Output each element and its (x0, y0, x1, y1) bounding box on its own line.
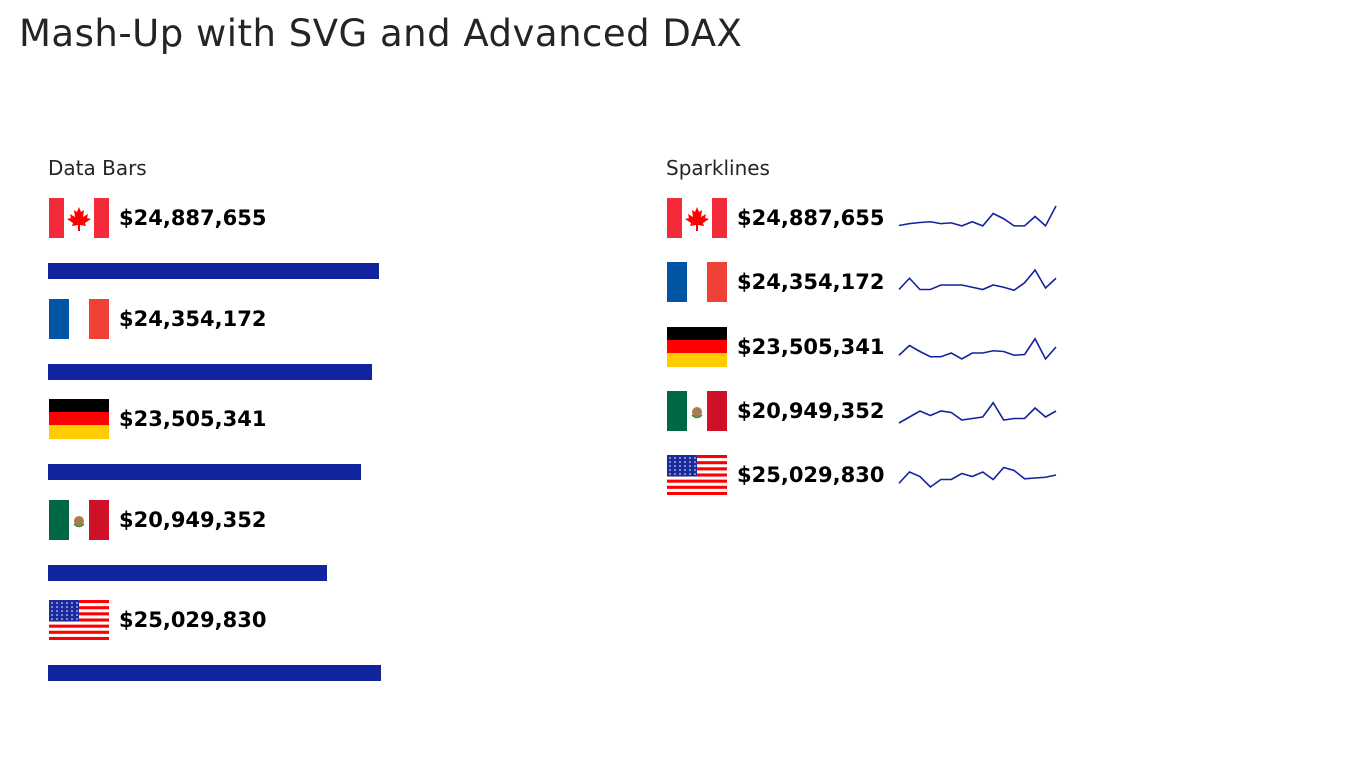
sparkline (898, 466, 1057, 489)
amount: $23,505,341 (737, 334, 885, 359)
germany-flag-icon (49, 399, 109, 439)
sparkline-row: $25,029,830 (667, 455, 1058, 496)
data-bar-row: $25,029,830 (49, 600, 266, 640)
amount: $23,505,341 (119, 407, 267, 431)
amount: $24,887,655 (119, 206, 267, 230)
amount: $24,354,172 (119, 306, 267, 331)
mexico-flag-icon (667, 390, 727, 431)
sparkline (898, 336, 1058, 361)
sparkline (899, 205, 1058, 228)
amount: $25,029,830 (119, 608, 267, 632)
data-bars-label: Data Bars (48, 156, 147, 180)
data-bar-row: $24,354,172 (49, 298, 267, 339)
amount: $24,354,172 (737, 270, 885, 295)
germany-flag-icon (667, 326, 727, 367)
page-title: Mash-Up with SVG and Advanced DAX (19, 12, 743, 55)
data-bar (48, 363, 372, 380)
usa-flag-icon (667, 455, 727, 496)
sparkline-row: $23,505,341 (667, 326, 1058, 367)
data-bar (48, 665, 381, 681)
sparkline-line (899, 205, 1058, 228)
mexico-flag-icon (49, 499, 109, 540)
data-bar (48, 464, 361, 480)
amount: $25,029,830 (737, 463, 885, 488)
data-bar (48, 263, 380, 279)
usa-flag-icon (49, 600, 109, 640)
sparklines-label: Sparklines (666, 156, 770, 180)
sparkline-line (898, 466, 1057, 489)
amount: $20,949,352 (737, 398, 885, 423)
sparkline-row: $20,949,352 (667, 390, 1058, 431)
sparkline (899, 401, 1057, 424)
amount: $20,949,352 (119, 507, 267, 532)
sparkline-line (899, 401, 1057, 424)
canada-flag-icon (49, 198, 109, 238)
data-bar-row: $24,887,655 (49, 198, 266, 238)
data-bar (48, 564, 327, 581)
amount: $24,887,655 (737, 206, 885, 230)
france-flag-icon (667, 262, 727, 303)
sparkline-line (898, 268, 1058, 292)
sparkline (898, 268, 1058, 292)
sparkline-row: $24,887,655 (667, 198, 1058, 238)
data-bar-row: $23,505,341 (49, 399, 266, 439)
sparkline-line (898, 336, 1058, 361)
sparkline-row: $24,354,172 (667, 262, 1058, 303)
canada-flag-icon (667, 198, 727, 238)
data-bar-row: $20,949,352 (49, 499, 267, 540)
france-flag-icon (49, 298, 109, 339)
